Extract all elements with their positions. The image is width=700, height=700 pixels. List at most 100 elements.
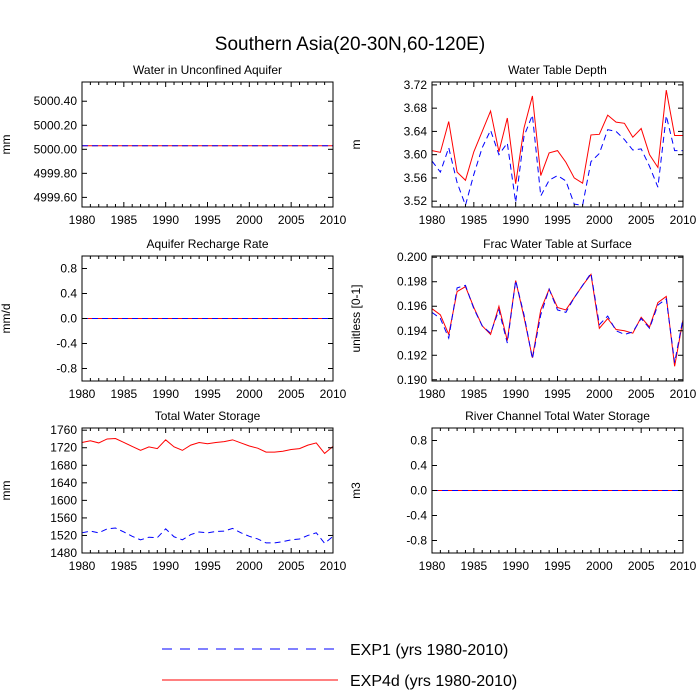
series-line-exp4d: [431, 90, 683, 184]
x-tick-label: 2010: [670, 213, 697, 227]
x-tick-label: 1990: [502, 213, 529, 227]
plot-frame: [81, 81, 334, 208]
y-tick-label: 5000.40: [34, 94, 78, 108]
x-tick-label: 1980: [69, 213, 96, 227]
x-tick-label: 2010: [670, 559, 697, 573]
panel-title: River Channel Total Water Storage: [465, 409, 650, 423]
panel-rct: River Channel Total Water Storage m3 1980 1…: [349, 409, 697, 573]
x-tick-label: 1990: [502, 387, 529, 401]
y-tick-label: 4999.60: [34, 190, 78, 204]
x-tick-label: 1990: [152, 213, 179, 227]
x-tick-label: 1995: [544, 387, 571, 401]
plot-frame: [431, 81, 684, 208]
y-axis-label: unitless [0-1]: [349, 284, 363, 352]
y-axis-label: mm: [0, 135, 13, 155]
x-tick-label: 1985: [460, 213, 487, 227]
x-tick-label: 2010: [320, 213, 347, 227]
y-tick-label: -0.8: [56, 362, 77, 376]
panel-title: Total Water Storage: [155, 409, 261, 423]
y-tick-label: 0.196: [397, 299, 427, 313]
x-tick-label: 1995: [194, 387, 221, 401]
x-tick-label: 1995: [544, 559, 571, 573]
panel-arr: Aquifer Recharge Rate mm/d 1980 1985 1990 199…: [0, 237, 347, 401]
panel-wtd: Water Table Depth m 1980 1985 1990 1995 2000 20…: [349, 63, 697, 227]
y-tick-label: 4999.80: [34, 166, 78, 180]
x-tick-label: 2005: [628, 213, 655, 227]
y-tick-label: 0.0: [60, 312, 77, 326]
legend-label-exp4d: EXP4d (yrs 1980-2010): [350, 673, 517, 690]
x-tick-label: 1990: [152, 387, 179, 401]
panel-title: Frac Water Table at Surface: [483, 237, 632, 251]
x-tick-label: 2005: [628, 387, 655, 401]
plot-frame: [431, 255, 684, 382]
x-tick-label: 1980: [419, 559, 446, 573]
y-tick-label: 1520: [50, 528, 77, 542]
figure-title: Southern Asia(20-30N,60-120E): [215, 34, 485, 55]
x-tick-label: 1980: [419, 213, 446, 227]
x-tick-label: 2005: [278, 213, 305, 227]
y-tick-label: 5000.00: [34, 142, 78, 156]
y-tick-label: 1680: [50, 458, 77, 472]
x-tick-label: 1980: [419, 387, 446, 401]
panel-title: Aquifer Recharge Rate: [146, 237, 268, 251]
y-tick-label: 5000.20: [34, 118, 78, 132]
x-tick-label: 2000: [236, 213, 263, 227]
y-axis-label: mm: [0, 481, 13, 501]
series-line-exp1: [431, 271, 684, 363]
x-tick-label: 1995: [544, 213, 571, 227]
y-tick-label: 0.8: [410, 434, 427, 448]
y-tick-label: 0.4: [60, 287, 77, 301]
plot-frame: [81, 427, 334, 554]
x-tick-label: 2010: [670, 387, 697, 401]
y-tick-label: -0.4: [56, 337, 77, 351]
x-tick-label: 1980: [69, 387, 96, 401]
y-tick-label: 1760: [50, 423, 77, 437]
y-tick-label: 0.0: [410, 484, 427, 498]
legend-label-exp1: EXP1 (yrs 1980-2010): [350, 642, 508, 659]
x-tick-label: 1980: [69, 559, 96, 573]
y-tick-label: -0.4: [406, 509, 427, 523]
y-tick-label: 0.198: [397, 275, 427, 289]
x-tick-label: 1985: [110, 387, 137, 401]
x-tick-label: 2005: [278, 387, 305, 401]
y-tick-label: -0.8: [406, 534, 427, 548]
x-tick-label: 2000: [586, 559, 613, 573]
x-tick-label: 1990: [152, 559, 179, 573]
panel-wua: Water in Unconfined Aquifer mm 1980 1985 199…: [0, 63, 347, 227]
x-tick-label: 2000: [586, 213, 613, 227]
y-tick-label: 3.56: [404, 171, 428, 185]
panel-fwt: Frac Water Table at Surface unitless [0-1…: [349, 237, 697, 401]
y-tick-label: 1560: [50, 511, 77, 525]
x-tick-label: 1995: [194, 559, 221, 573]
series-line-exp1: [81, 527, 334, 545]
y-tick-label: 1480: [50, 546, 77, 560]
y-tick-label: 0.194: [397, 324, 427, 338]
y-tick-label: 0.200: [397, 250, 427, 264]
series-line-exp4d: [431, 273, 684, 367]
panels: Water in Unconfined Aquifer mm 1980 1985 199…: [0, 63, 697, 573]
x-tick-label: 2000: [586, 387, 613, 401]
y-axis-label: m3: [349, 482, 363, 499]
x-tick-label: 1985: [460, 387, 487, 401]
y-tick-label: 3.72: [404, 78, 428, 92]
series-line-exp4d: [81, 438, 334, 455]
x-tick-label: 1985: [110, 213, 137, 227]
x-tick-label: 1990: [502, 559, 529, 573]
panel-title: Water in Unconfined Aquifer: [133, 63, 282, 77]
legend: EXP1 (yrs 1980-2010) EXP4d (yrs 1980-201…: [162, 642, 517, 690]
y-tick-label: 3.64: [404, 124, 428, 138]
x-tick-label: 2000: [236, 559, 263, 573]
series-line-exp1: [431, 114, 683, 207]
x-tick-label: 1985: [110, 559, 137, 573]
y-axis-label: m: [349, 140, 363, 150]
y-tick-label: 1600: [50, 493, 77, 507]
x-tick-label: 2005: [628, 559, 655, 573]
y-tick-label: 0.4: [410, 459, 427, 473]
y-tick-label: 1720: [50, 441, 77, 455]
x-tick-label: 1995: [194, 213, 221, 227]
y-tick-label: 3.60: [404, 148, 428, 162]
y-tick-label: 0.8: [60, 262, 77, 276]
y-axis-label: mm/d: [0, 304, 13, 334]
x-tick-label: 1985: [460, 559, 487, 573]
